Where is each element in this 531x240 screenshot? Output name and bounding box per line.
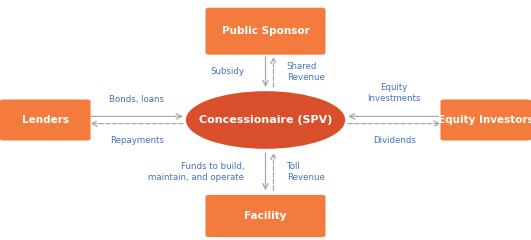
FancyBboxPatch shape	[205, 8, 326, 55]
FancyBboxPatch shape	[440, 100, 531, 141]
Text: Concessionaire (SPV): Concessionaire (SPV)	[199, 115, 332, 125]
Text: Lenders: Lenders	[22, 115, 68, 125]
Text: Toll
Revenue: Toll Revenue	[287, 162, 324, 182]
Text: Public Sponsor: Public Sponsor	[221, 26, 310, 36]
Text: Equity
Investments: Equity Investments	[367, 83, 421, 103]
FancyBboxPatch shape	[205, 195, 326, 237]
Text: Equity Investors: Equity Investors	[438, 115, 531, 125]
Text: Repayments: Repayments	[110, 136, 164, 144]
Text: Dividends: Dividends	[373, 136, 416, 144]
Text: Facility: Facility	[244, 211, 287, 221]
Text: Funds to build,
maintain, and operate: Funds to build, maintain, and operate	[148, 162, 244, 182]
Ellipse shape	[186, 91, 345, 149]
Text: Bonds, loans: Bonds, loans	[109, 95, 164, 104]
Text: Shared
Revenue: Shared Revenue	[287, 62, 324, 82]
FancyBboxPatch shape	[0, 100, 90, 141]
Text: Subsidy: Subsidy	[210, 67, 244, 77]
